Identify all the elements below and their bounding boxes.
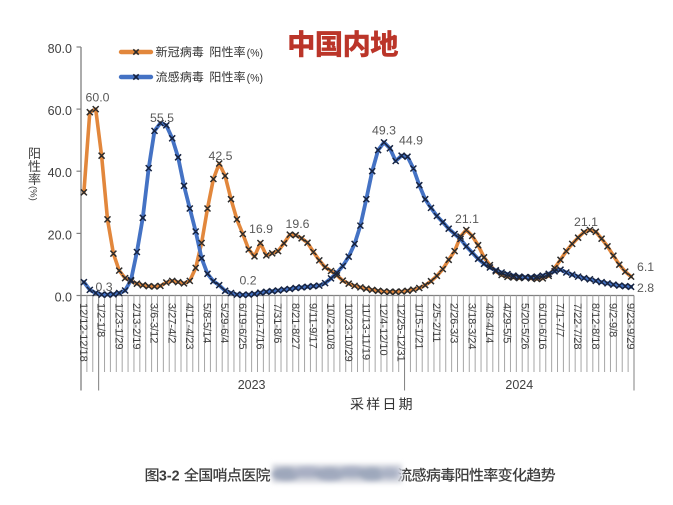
svg-text:1/23-1/29: 1/23-1/29 — [112, 303, 124, 349]
svg-text:21.1: 21.1 — [574, 215, 598, 229]
svg-text:1/2-1/8: 1/2-1/8 — [95, 303, 107, 337]
svg-text:2023: 2023 — [238, 378, 266, 392]
svg-text:1/15-1/21: 1/15-1/21 — [412, 303, 424, 349]
svg-text:9/11-9/17: 9/11-9/17 — [307, 303, 319, 349]
svg-text:20.0: 20.0 — [48, 228, 72, 242]
svg-text:(%): (%) — [247, 73, 263, 85]
svg-text:7/22-7/28: 7/22-7/28 — [571, 303, 583, 349]
svg-text:2024: 2024 — [505, 378, 533, 392]
svg-text:44.9: 44.9 — [399, 134, 423, 148]
svg-text:60.0: 60.0 — [86, 91, 110, 105]
svg-text:9/23-9/29: 9/23-9/29 — [624, 303, 636, 349]
svg-text:11/13-11/19: 11/13-11/19 — [359, 303, 371, 360]
svg-text:60.0: 60.0 — [48, 104, 72, 118]
svg-text:2.8: 2.8 — [637, 281, 654, 295]
svg-text:4/17-4/23: 4/17-4/23 — [183, 303, 195, 349]
svg-text:7/1-7/7: 7/1-7/7 — [554, 303, 566, 337]
svg-text:12/25-12/31: 12/25-12/31 — [395, 303, 407, 362]
svg-text:5/8-5/14: 5/8-5/14 — [201, 303, 213, 343]
svg-text:5/20-5/26: 5/20-5/26 — [518, 303, 530, 349]
svg-text:7/10-7/16: 7/10-7/16 — [254, 303, 266, 349]
svg-text:3/6-3/12: 3/6-3/12 — [148, 303, 160, 343]
svg-text:19.6: 19.6 — [286, 217, 310, 231]
svg-text:8/12-8/18: 8/12-8/18 — [589, 303, 601, 349]
svg-text:0.2: 0.2 — [239, 274, 256, 288]
svg-text:3-2: 3-2 — [159, 469, 180, 485]
svg-text:6.1: 6.1 — [637, 260, 654, 274]
svg-text:4/29-5/5: 4/29-5/5 — [501, 303, 513, 343]
svg-text:10/2-10/8: 10/2-10/8 — [324, 303, 336, 349]
svg-text:42.5: 42.5 — [209, 149, 233, 163]
svg-text:80.0: 80.0 — [48, 42, 72, 56]
svg-text:55.5: 55.5 — [150, 111, 174, 125]
svg-text:2/5-2/11: 2/5-2/11 — [430, 303, 442, 343]
svg-text:6/19-6/25: 6/19-6/25 — [236, 303, 248, 349]
svg-text:3/18-3/24: 3/18-3/24 — [465, 303, 477, 349]
svg-text:2/26-3/3: 2/26-3/3 — [448, 303, 460, 343]
svg-text:4/8-4/14: 4/8-4/14 — [483, 303, 495, 343]
svg-text:2/13-2/19: 2/13-2/19 — [130, 303, 142, 349]
svg-text:10/23-10/29: 10/23-10/29 — [342, 303, 354, 362]
svg-text:49.3: 49.3 — [372, 124, 396, 138]
svg-text:0.3: 0.3 — [95, 280, 112, 294]
svg-text:9/2-9/8: 9/2-9/8 — [607, 303, 619, 337]
svg-text:12/12-12/18: 12/12-12/18 — [77, 303, 89, 362]
svg-text:6/10-6/16: 6/10-6/16 — [536, 303, 548, 349]
svg-text:16.9: 16.9 — [249, 222, 273, 236]
svg-text:5/29-6/4: 5/29-6/4 — [218, 303, 230, 343]
svg-text:0.0: 0.0 — [55, 291, 72, 305]
svg-text:7/31-8/6: 7/31-8/6 — [271, 303, 283, 343]
svg-text:(%): (%) — [247, 48, 263, 60]
svg-text:8/21-8/27: 8/21-8/27 — [289, 303, 301, 349]
svg-text:21.1: 21.1 — [455, 212, 479, 226]
svg-text:(%): (%) — [28, 186, 39, 201]
svg-text:3/27-4/2: 3/27-4/2 — [165, 303, 177, 343]
svg-text:40.0: 40.0 — [48, 166, 72, 180]
svg-text:12/4-12/10: 12/4-12/10 — [377, 303, 389, 356]
